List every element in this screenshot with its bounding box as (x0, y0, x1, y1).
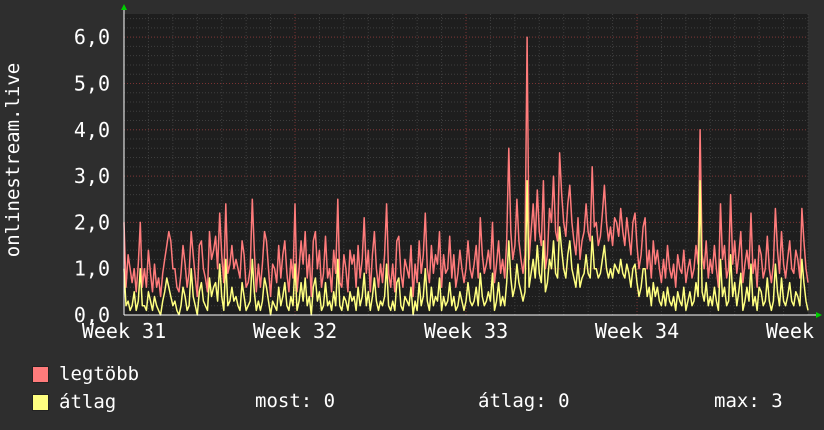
legend-item-avg: átlag (32, 390, 116, 414)
y-tick-label: 3,0 (74, 164, 110, 188)
legend-swatch-avg (32, 393, 49, 411)
series-line-max (123, 36, 809, 298)
x-tick-label: Week 33 (424, 319, 508, 340)
x-tick-label: Week 31 (82, 319, 166, 340)
y-tick-label: 1,0 (74, 257, 110, 281)
legend-item-max: legtöbb (32, 362, 139, 386)
legend-label-avg: átlag (59, 391, 117, 413)
series-line-avg (123, 179, 809, 316)
x-axis-arrow-icon (816, 312, 822, 318)
y-tick-label: 6,0 (74, 25, 110, 49)
legend-label-max: legtöbb (59, 363, 140, 385)
y-tick-label: 0,0 (74, 303, 110, 327)
line-chart: 0,0 1,0 2,0 3,0 4,0 5,0 6,0 Week 31 Week 32 Week … (74, 4, 824, 340)
y-axis-label: onlinestream.live (2, 62, 24, 258)
y-tick-label: 2,0 (74, 210, 110, 234)
y-axis-title: onlinestream.live (2, 40, 24, 280)
stat-atlag: átlag: 0 (478, 390, 570, 412)
stat-max: max: 3 (714, 390, 783, 412)
y-axis-arrow-icon (121, 4, 127, 10)
x-tick-label: Week 32 (253, 319, 337, 340)
legend-swatch-max (32, 365, 49, 383)
stat-most: most: 0 (255, 390, 336, 412)
x-tick-label: Week 35 (766, 319, 824, 340)
y-tick-label: 5,0 (74, 71, 110, 95)
x-tick-label: Week 34 (595, 319, 679, 340)
y-tick-label: 4,0 (74, 118, 110, 142)
